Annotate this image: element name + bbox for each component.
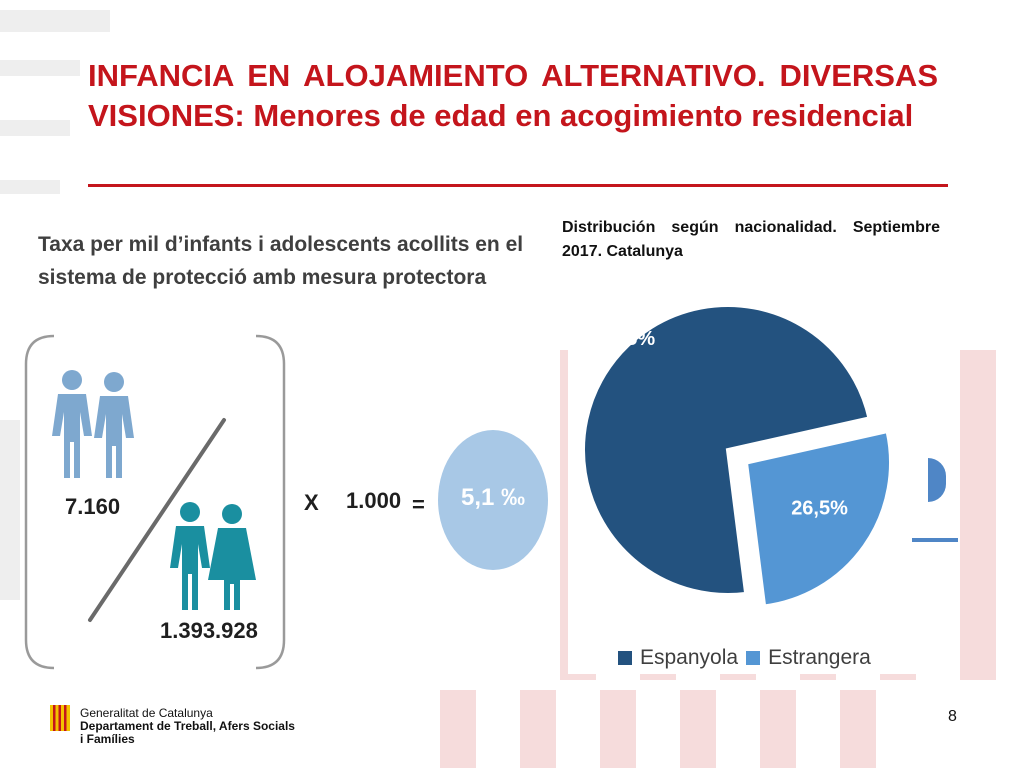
generalitat-logo [50, 705, 70, 731]
footer-text: Generalitat de Catalunya Departament de … [80, 707, 295, 746]
nationality-pie-chart: 26,5% 73,5% Espanyola Estrangera [568, 300, 930, 674]
pie-slice-estrangera [743, 428, 893, 609]
page-number: 8 [948, 708, 957, 725]
pie-label-espanyola: 73,5% [598, 328, 655, 350]
children-total-icon [170, 502, 256, 610]
footer-dept-line1: Departament de Treball, Afers Socials [80, 719, 295, 733]
pie-slice-espanyola [581, 303, 872, 597]
children-numerator-icon [52, 370, 134, 478]
legend-item-espanyola: Espanyola [618, 646, 738, 670]
multiplier-value: 1.000 [346, 488, 402, 513]
result-value: 5,1 ‰ [460, 484, 526, 511]
fraction-bracket [24, 334, 286, 670]
rate-panel: Taxa per mil d’infants i adolescents aco… [20, 212, 550, 674]
result-circle [438, 430, 548, 570]
legend-label-estrangera: Estrangera [768, 646, 871, 669]
legend-swatch-espanyola [618, 651, 632, 665]
partial-circle-decoration [928, 458, 946, 502]
pie-label-estrangera: 26,5% [791, 497, 848, 519]
chart-title: Distribución según nacionalidad. Septiem… [562, 219, 940, 260]
equals-sign: = [412, 492, 425, 517]
legend-item-estrangera: Estrangera [746, 646, 871, 670]
multiply-sign: X [304, 490, 319, 515]
legend-label-espanyola: Espanyola [640, 646, 739, 669]
fraction-slash [88, 418, 226, 622]
denominator-value: 1.393.928 [160, 618, 258, 643]
footer-org: Generalitat de Catalunya [80, 706, 213, 720]
title-divider [88, 184, 948, 187]
pie-canvas: 26,5% 73,5% [581, 303, 893, 609]
numerator-value: 7.160 [65, 494, 121, 519]
rate-heading: Taxa per mil d’infants i adolescents aco… [38, 233, 524, 289]
dash-decoration [912, 538, 958, 542]
chart-legend: Espanyola Estrangera [618, 646, 871, 670]
footer-dept-line2: i Famílies [80, 732, 135, 746]
slide-title: INFANCIA EN ALOJAMIENTO ALTERNATIVO. DIV… [88, 58, 938, 133]
legend-swatch-estrangera [746, 651, 761, 665]
